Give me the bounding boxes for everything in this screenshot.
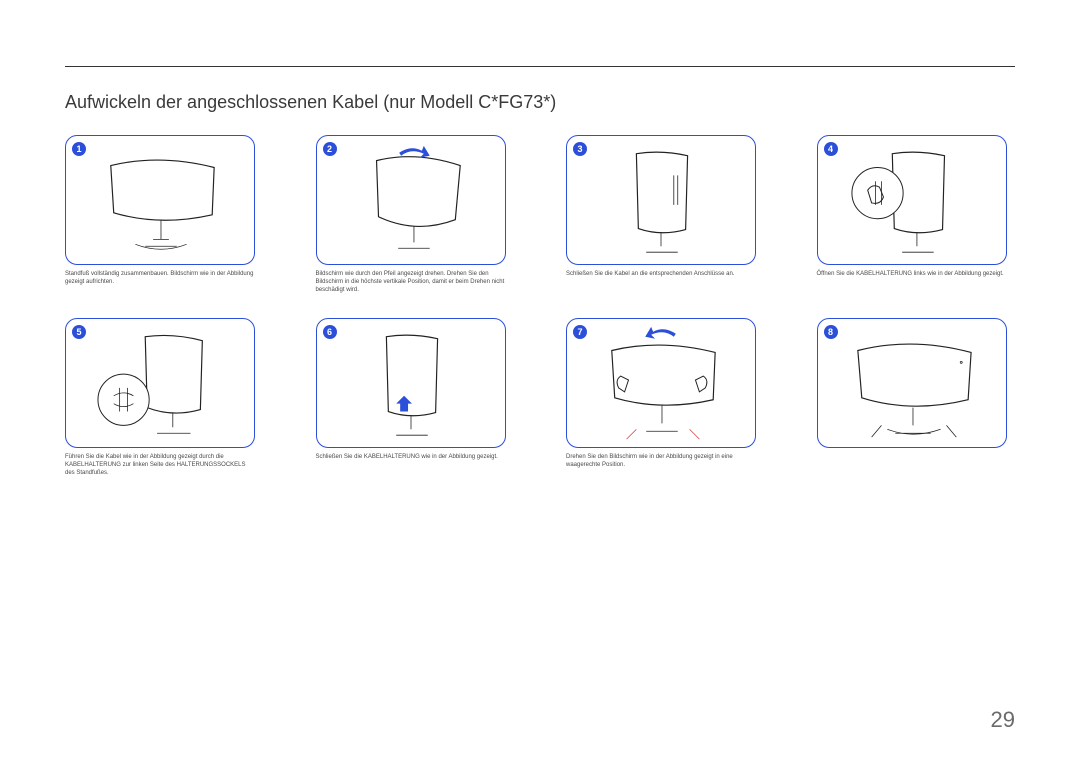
section-title: Aufwickeln der angeschlossenen Kabel (nu…	[65, 92, 556, 113]
step-panel: 8	[817, 318, 1007, 448]
step-4: 4 Öffnen Sie die KABELHALTERUNG links wi…	[817, 135, 1016, 294]
step-badge: 3	[573, 142, 587, 156]
step-badge: 4	[824, 142, 838, 156]
steps-grid: 1 Standfuß vollständig zusammenbauen. Bi…	[65, 135, 1015, 478]
step-8: 8	[817, 318, 1016, 477]
step-caption: Schließen Sie die KABELHALTERUNG wie in …	[316, 454, 506, 462]
step-caption: Öffnen Sie die KABELHALTERUNG links wie …	[817, 271, 1007, 279]
step-7: 7 Drehen Sie den Bildschirm wie in der A…	[566, 318, 765, 477]
step-panel: 5	[65, 318, 255, 448]
step-2: 2 Bildschirm wie durch den Pfeil angezei…	[316, 135, 515, 294]
step-panel: 1	[65, 135, 255, 265]
step-panel: 7	[566, 318, 756, 448]
step-caption: Drehen Sie den Bildschirm wie in der Abb…	[566, 454, 756, 470]
step-6: 6 Schließen Sie die KABELHALTERUNG wie i…	[316, 318, 515, 477]
page-number: 29	[991, 707, 1015, 733]
step-caption: Standfuß vollständig zusammenbauen. Bild…	[65, 271, 255, 287]
step-panel: 3	[566, 135, 756, 265]
step-caption: Führen Sie die Kabel wie in der Abbildun…	[65, 454, 255, 477]
step-1: 1 Standfuß vollständig zusammenbauen. Bi…	[65, 135, 264, 294]
step-caption: Schließen Sie die Kabel an die entsprech…	[566, 271, 756, 279]
step-panel: 6	[316, 318, 506, 448]
step-caption: Bildschirm wie durch den Pfeil angezeigt…	[316, 271, 506, 294]
step-badge: 6	[323, 325, 337, 339]
step-badge: 8	[824, 325, 838, 339]
step-badge: 1	[72, 142, 86, 156]
step-badge: 2	[323, 142, 337, 156]
step-3: 3 Schließen Sie die Kabel an die entspre…	[566, 135, 765, 294]
top-rule	[65, 66, 1015, 67]
step-panel: 2	[316, 135, 506, 265]
step-panel: 4	[817, 135, 1007, 265]
step-5: 5 Führen Sie die Kabel wie in der Abbild…	[65, 318, 264, 477]
